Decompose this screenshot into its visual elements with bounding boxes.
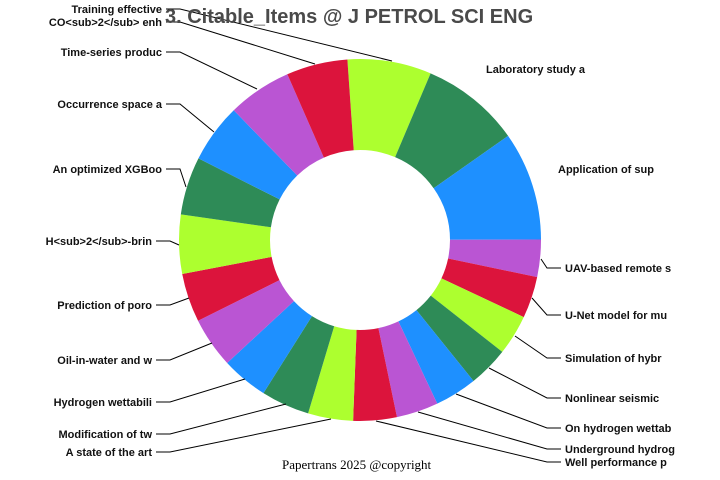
leader-line bbox=[166, 103, 215, 133]
slice-label: Modification of tw bbox=[59, 429, 153, 441]
leader-line bbox=[488, 367, 561, 399]
donut-slice[interactable] bbox=[448, 239, 541, 278]
donut-slice[interactable] bbox=[441, 258, 538, 318]
slice-label: UAV-based remote s bbox=[565, 263, 671, 275]
slice-label: Hydrogen wettabili bbox=[54, 397, 152, 409]
leader-line bbox=[375, 420, 561, 463]
slice-label: Simulation of hybr bbox=[565, 353, 662, 365]
donut-slice[interactable] bbox=[179, 214, 272, 275]
donut-slice[interactable] bbox=[433, 135, 541, 240]
donut-slice[interactable] bbox=[378, 321, 438, 418]
donut-slice[interactable] bbox=[395, 73, 509, 189]
slice-label: CO<sub>2</sub> enh bbox=[49, 17, 162, 29]
donut-slices bbox=[179, 59, 541, 421]
donut-slice[interactable] bbox=[263, 316, 335, 414]
donut-slice[interactable] bbox=[227, 301, 312, 394]
leader-line bbox=[156, 297, 190, 306]
leader-line bbox=[455, 393, 561, 429]
slice-label: Application of sup bbox=[558, 164, 654, 176]
leader-line bbox=[156, 418, 332, 453]
donut-slice[interactable] bbox=[287, 59, 354, 158]
slice-label: Underground hydrog bbox=[565, 444, 675, 456]
slice-label: Laboratory study a bbox=[486, 64, 586, 76]
donut-slice[interactable] bbox=[198, 280, 294, 363]
slice-label: Training effective bbox=[72, 4, 162, 16]
donut-slice[interactable] bbox=[416, 295, 503, 381]
copyright-footer: Papertrans 2025 @copyright bbox=[282, 457, 432, 472]
donut-slice[interactable] bbox=[347, 59, 431, 158]
slice-label: Nonlinear seismic bbox=[565, 393, 659, 405]
donut-slice[interactable] bbox=[182, 256, 280, 321]
slice-label: An optimized XGBoo bbox=[53, 164, 163, 176]
donut-slice[interactable] bbox=[180, 158, 280, 228]
slice-label: Well performance p bbox=[565, 457, 667, 469]
donut-slice[interactable] bbox=[398, 310, 474, 404]
slice-label: Time-series produc bbox=[61, 47, 162, 59]
donut-slice[interactable] bbox=[198, 110, 298, 200]
leader-line bbox=[531, 297, 561, 316]
leader-line bbox=[166, 8, 393, 62]
donut-slice[interactable] bbox=[430, 278, 524, 352]
slice-label: H<sub>2</sub>-brin bbox=[46, 236, 153, 248]
leader-lines bbox=[156, 8, 561, 463]
slice-label: Occurrence space a bbox=[57, 99, 162, 111]
donut-slice[interactable] bbox=[308, 326, 357, 421]
leader-line bbox=[156, 240, 180, 246]
slice-label: U-Net model for mu bbox=[565, 310, 667, 322]
slice-labels: Training effective Laboratory study a Appl… bbox=[46, 4, 675, 469]
donut-slice[interactable] bbox=[233, 74, 324, 176]
leader-line bbox=[540, 258, 561, 269]
chart-title: 3. Citable_Items @ J PETROL SCI ENG bbox=[165, 6, 534, 28]
leader-line bbox=[156, 403, 287, 435]
leader-line bbox=[514, 335, 561, 359]
leader-line bbox=[166, 51, 258, 90]
leader-line bbox=[166, 168, 187, 188]
slice-label: Prediction of poro bbox=[57, 300, 152, 312]
donut-slice[interactable] bbox=[353, 328, 397, 421]
leader-line bbox=[156, 342, 213, 361]
leader-line bbox=[156, 378, 246, 403]
slice-label: Oil-in-water and w bbox=[57, 355, 152, 367]
leader-line bbox=[417, 411, 561, 450]
slice-label: A state of the art bbox=[66, 447, 153, 459]
leader-line bbox=[166, 21, 316, 65]
slice-label: On hydrogen wettab bbox=[565, 423, 672, 435]
